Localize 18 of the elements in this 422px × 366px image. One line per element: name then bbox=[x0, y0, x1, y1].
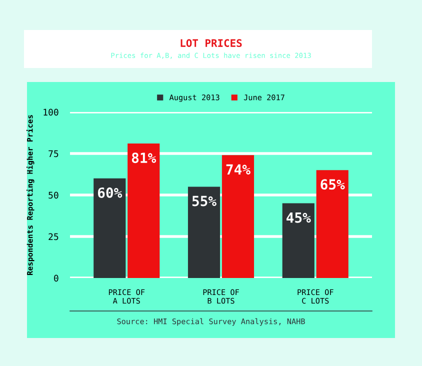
y-tick-label: 25 bbox=[48, 233, 58, 240]
data-label: 60% bbox=[98, 187, 122, 198]
data-label: 74% bbox=[226, 164, 250, 174]
chart-title: LOT PRICES bbox=[180, 39, 242, 48]
data-label: 65% bbox=[320, 179, 345, 190]
y-tick-label: 100 bbox=[44, 108, 58, 116]
bar bbox=[188, 186, 220, 278]
y-tick-label: 50 bbox=[48, 192, 58, 199]
bar bbox=[222, 155, 254, 278]
bar bbox=[128, 144, 160, 278]
y-tick-label: 75 bbox=[48, 150, 58, 158]
bar bbox=[316, 170, 348, 278]
data-label: 81% bbox=[132, 152, 156, 164]
y-tick-label: 0 bbox=[54, 274, 58, 282]
bar bbox=[94, 178, 126, 278]
bar bbox=[282, 203, 314, 278]
data-label: 45% bbox=[286, 212, 311, 223]
data-label: 55% bbox=[192, 196, 216, 206]
